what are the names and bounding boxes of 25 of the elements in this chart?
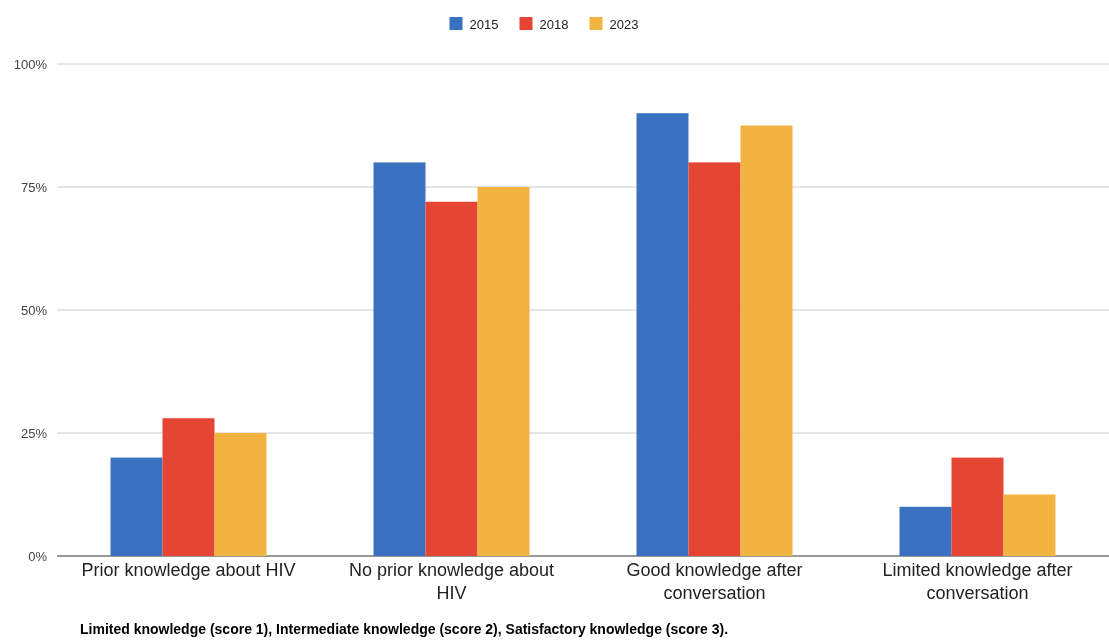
- bar: [951, 457, 1004, 556]
- bar: [162, 418, 215, 556]
- y-tick-label: 100%: [13, 56, 48, 72]
- bar: [740, 125, 793, 556]
- y-tick-label: 50%: [20, 302, 48, 318]
- bar: [425, 201, 478, 556]
- x-tick-label: No prior knowledge about HIV: [348, 560, 555, 603]
- y-tick-label: 25%: [20, 425, 48, 441]
- bar: [899, 506, 952, 556]
- bar: [477, 187, 530, 556]
- x-tick-label: Limited knowledge after conversation: [882, 560, 1073, 603]
- bar: [110, 457, 163, 556]
- bar: [688, 162, 741, 556]
- x-tick-label: Prior knowledge about HIV: [81, 560, 296, 580]
- bar: [636, 113, 689, 556]
- bar: [1003, 494, 1056, 556]
- bar: [214, 433, 267, 556]
- y-tick-label: 75%: [20, 179, 48, 195]
- legend-label: 2015: [469, 16, 499, 32]
- text: Limited knowledge (score 1), Intermediate knowledge (score 2), Satisfactory knowledge (score 3).: [80, 621, 729, 637]
- y-tick-label: 0%: [28, 548, 48, 564]
- legend-label: 2018: [539, 16, 569, 32]
- x-tick-label: Good knowledge after conversation: [626, 560, 803, 603]
- legend-label: 2023: [609, 16, 639, 32]
- bar: [373, 162, 426, 556]
